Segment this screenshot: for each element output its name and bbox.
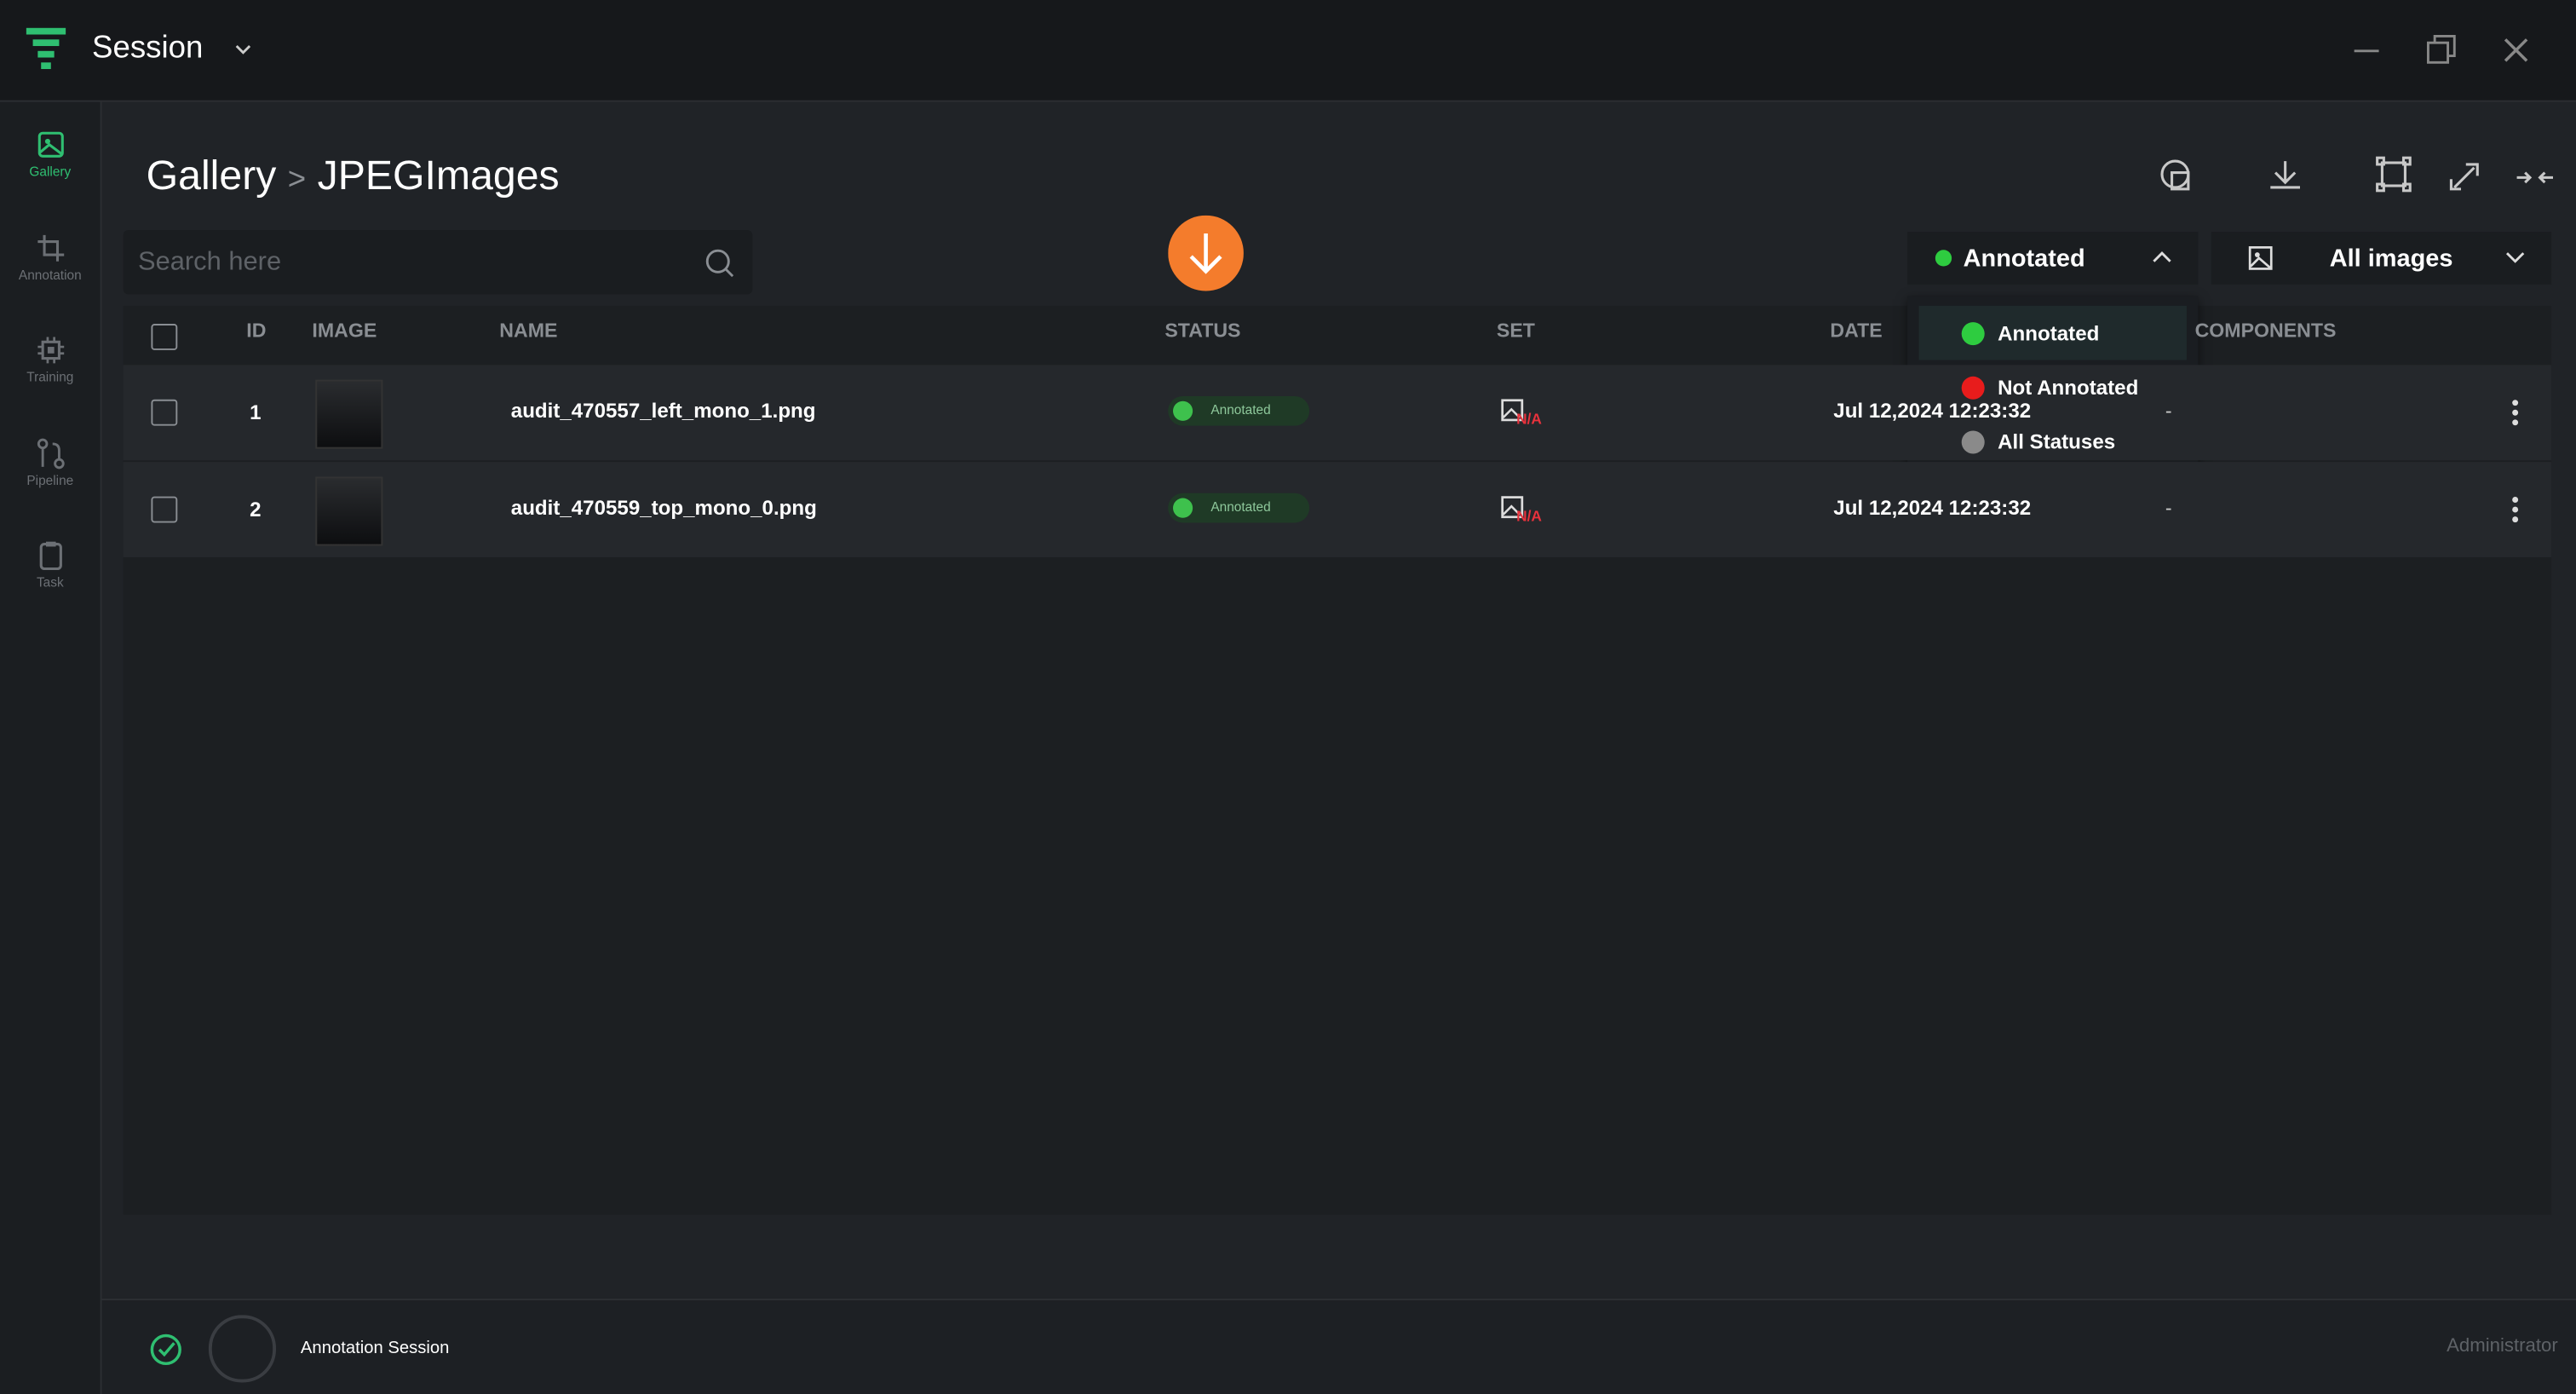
option-dot [1961,322,1985,346]
sidebar-label[interactable]: Task [36,575,64,590]
row-thumbnail [315,379,383,449]
column-header: DATE [1830,319,1883,343]
sidebar-icon[interactable] [34,436,67,469]
search-icon [705,249,734,278]
sidebar-label[interactable]: Pipeline [26,472,74,488]
column-header: SET [1496,319,1535,343]
set-label: N/A [1516,508,1542,525]
column-header: ID [246,319,267,343]
row-components: - [2165,496,2172,520]
set-icon [1500,495,1527,521]
breadcrumb: Gallery > JPEGImages [147,153,560,200]
status-badge: Annotated [1168,395,1310,426]
image-filter[interactable]: All images [2211,232,2552,285]
status-option[interactable]: All Statuses [1998,429,2116,453]
app-title: Session [91,31,204,66]
sidebar-label[interactable]: Training [26,370,74,385]
set-icon [1500,398,1527,424]
table-row[interactable] [123,365,2552,461]
column-header: IMAGE [312,319,377,343]
logo [26,27,66,70]
scroll-down-button[interactable] [1168,215,1244,291]
row-checkbox[interactable] [151,399,178,426]
option-dot [1961,429,1985,453]
sidebar [0,101,102,1394]
image-filter-label: All images [2329,245,2453,274]
row-date: Jul 12,2024 12:23:32 [1833,399,2032,423]
breadcrumb-current: JPEGImages [317,153,560,199]
status-text: Annotated [1210,499,1271,515]
status-option[interactable]: Annotated [1998,322,2100,346]
select-all-checkbox[interactable] [151,324,178,350]
row-name: audit_470557_left_mono_1.png [510,399,816,423]
row-components: - [2165,399,2172,423]
breadcrumb-root[interactable]: Gallery [146,153,277,199]
session-chevron[interactable] [233,41,253,57]
table-row[interactable] [123,462,2552,558]
column-header: NAME [499,319,558,343]
row-menu[interactable] [2512,495,2519,525]
status-filter[interactable]: Annotated [1907,232,2199,285]
search-placeholder: Search here [137,248,282,277]
option-dot [1961,376,1985,400]
status-filter-label: Annotated [1963,245,2085,274]
toolbar-icons[interactable] [2152,154,2555,200]
sidebar-icon[interactable] [34,231,67,264]
row-thumbnail [315,476,383,546]
row-checkbox[interactable] [151,496,178,523]
sidebar-label[interactable]: Gallery [29,164,72,180]
status-text: Annotated [1210,402,1271,418]
set-label: N/A [1516,411,1542,428]
column-header: COMPONENTS [2194,319,2337,343]
row-date: Jul 12,2024 12:23:32 [1833,496,2032,520]
row-menu[interactable] [2512,398,2519,428]
status-option[interactable]: Not Annotated [1998,376,2139,400]
row-id: 2 [250,498,262,521]
footer: Annotation Session Administrator [101,1299,2576,1394]
sidebar-icon[interactable] [34,539,67,573]
window-controls[interactable] [2349,33,2539,69]
sidebar-icon[interactable] [34,334,67,367]
avatar [208,1315,276,1383]
sidebar-label[interactable]: Annotation [18,267,82,282]
status-badge: Annotated [1168,493,1310,523]
session-name: Annotation Session [300,1338,450,1358]
user-name: Administrator [2447,1336,2558,1357]
sidebar-icon[interactable] [34,128,67,161]
breadcrumb-separator: > [287,162,307,198]
search-box[interactable]: Search here [123,230,753,295]
column-header: STATUS [1164,319,1241,343]
row-id: 1 [250,400,262,424]
row-name: audit_470559_top_mono_0.png [510,496,817,520]
session-status-icon [150,1334,181,1366]
title-bar: Session [0,0,2576,102]
